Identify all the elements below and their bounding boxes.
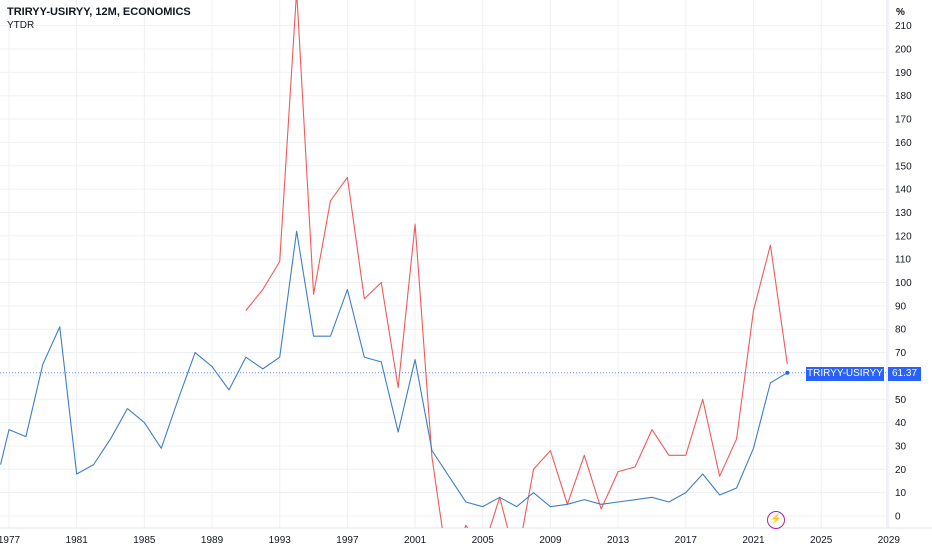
y-tick-label: 90: [895, 301, 907, 312]
y-tick-label: 70: [895, 348, 907, 359]
y-tick-label: 110: [895, 255, 911, 266]
y-tick-label: 80: [895, 325, 907, 336]
series-line-blue: [0, 230, 788, 508]
x-tick-label: 1985: [133, 535, 156, 546]
y-tick-label: 10: [895, 488, 907, 499]
y-tick-labels: 0102030405060708090100110120130140150160…: [895, 21, 912, 522]
last-point: [785, 370, 790, 375]
x-tick-label: 2029: [878, 535, 901, 546]
y-tick-label: 20: [895, 465, 907, 476]
x-tick-label: 1993: [269, 535, 292, 546]
y-tick-label: 120: [895, 231, 912, 242]
x-tick-label: 2013: [607, 535, 630, 546]
unit-label: %: [896, 7, 905, 18]
x-tick-label: 2025: [810, 535, 833, 546]
grid: [0, 0, 890, 528]
x-tick-label: 2001: [404, 535, 427, 546]
series-line-red: [245, 0, 788, 528]
y-tick-label: 140: [895, 185, 912, 196]
y-tick-label: 0: [895, 512, 901, 523]
x-tick-label: 1977: [0, 535, 21, 546]
chart-title: TRIRYY-USIRYY, 12M, ECONOMICS: [7, 6, 191, 18]
y-tick-label: 180: [895, 91, 912, 102]
lightning-icon[interactable]: ⚡: [767, 511, 785, 529]
y-tick-label: 100: [895, 278, 912, 289]
y-tick-label: 40: [895, 418, 907, 429]
y-tick-label: 210: [895, 21, 912, 32]
x-tick-label: 2009: [539, 535, 562, 546]
x-tick-labels: 1977 1981 1985 1989 1993 1997 2001 2005 2009 2013…: [0, 535, 900, 546]
x-tick-label: 2005: [472, 535, 495, 546]
x-tick-label: 1989: [201, 535, 224, 546]
y-tick-label: 50: [895, 395, 907, 406]
y-tick-label: 170: [895, 115, 912, 126]
x-tick-label: 2021: [742, 535, 765, 546]
y-tick-label: 160: [895, 138, 912, 149]
y-tick-label: 150: [895, 161, 912, 172]
y-tick-label: 190: [895, 68, 912, 79]
series-badge: TRIRYY-USIRYY: [806, 367, 884, 381]
y-tick-label: 200: [895, 45, 912, 56]
y-tick-label: 30: [895, 441, 907, 452]
chart-subtitle: YTDR: [7, 20, 35, 31]
series-group: [0, 0, 788, 528]
x-tick-label: 2017: [675, 535, 698, 546]
x-tick-label: 1981: [66, 535, 89, 546]
y-tick-label: 130: [895, 208, 912, 219]
price-label: 61.37: [888, 367, 921, 381]
x-tick-label: 1997: [336, 535, 359, 546]
